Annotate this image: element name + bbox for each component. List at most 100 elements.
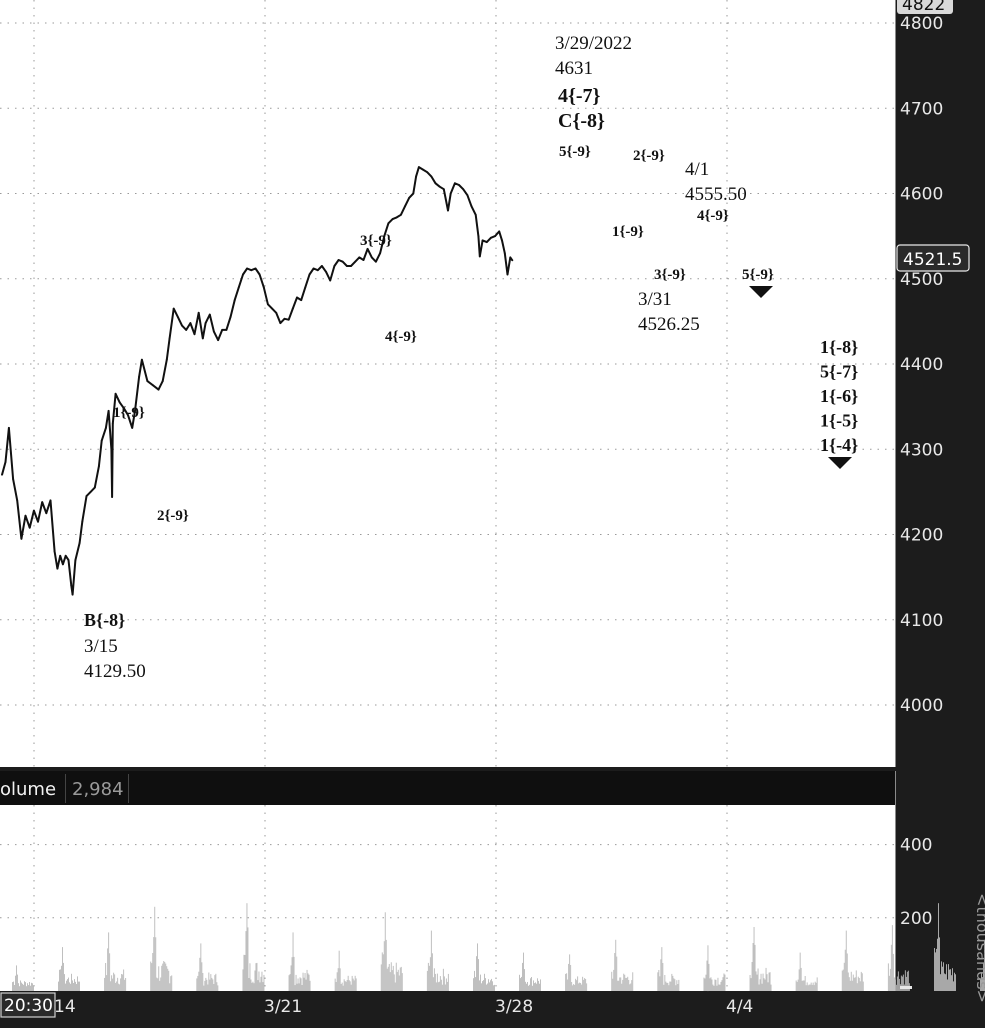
volume-bar-2-2 xyxy=(106,975,108,991)
volume-bar-1-10 xyxy=(68,977,69,991)
annotation-3-line-0: 2{-9} xyxy=(633,148,665,164)
annotation-3: 2{-9} xyxy=(633,148,665,164)
volume-header-bar xyxy=(0,771,895,805)
volume-bar-2-17 xyxy=(121,974,123,991)
volume-bar-6-0 xyxy=(288,975,290,991)
volume-bar-5-17 xyxy=(259,982,261,991)
volume-bar-6-21 xyxy=(309,980,311,991)
volume-bar-2-12 xyxy=(116,981,118,991)
annotation-7: 3{-9} xyxy=(654,267,686,283)
volume-bar-7-17 xyxy=(351,975,353,991)
volume-bar-7-11 xyxy=(345,981,347,991)
volume-bar-19-9 xyxy=(896,976,898,991)
annotation-7-line-0: 3{-9} xyxy=(654,267,686,283)
price-point-16 xyxy=(62,563,64,566)
price-point-109 xyxy=(422,168,424,171)
volume-bar-1-13 xyxy=(71,973,72,991)
price-tick-label-4100: 4100 xyxy=(900,611,943,631)
volume-bar-19-18 xyxy=(905,976,907,991)
volume-bar-10-10 xyxy=(483,980,484,991)
price-point-10 xyxy=(41,501,44,503)
volume-header[interactable]: olume 2,984 xyxy=(0,774,129,803)
volume-bar-18-21 xyxy=(862,981,864,991)
price-point-83 xyxy=(316,269,319,272)
volume-bar-10-16 xyxy=(489,982,490,991)
volume-bar-4-9 xyxy=(205,977,207,991)
volume-bar-0-11 xyxy=(23,984,24,991)
volume-bar-15-2 xyxy=(705,974,707,991)
volume-bar-3-19 xyxy=(169,983,171,991)
price-point-57 xyxy=(208,313,211,316)
annotation-14: B{-8} xyxy=(84,610,125,630)
annotation-16: 1{-8} 5{-7} 1{-6} 1{-5} 1{-4} xyxy=(820,337,858,455)
volume-bar-3-20 xyxy=(170,976,172,991)
price-point-68 xyxy=(254,267,257,270)
volume-bar-15-10 xyxy=(713,985,715,991)
price-point-20 xyxy=(71,593,74,596)
volume-bar-2-5 xyxy=(109,953,111,991)
volume-bar-20-5 xyxy=(939,937,940,991)
volume-bar-4-21 xyxy=(217,985,219,991)
volume-bar-2-10 xyxy=(114,974,116,991)
price-point-122 xyxy=(474,213,477,216)
volume-bar-16-2 xyxy=(751,962,753,991)
price-point-73 xyxy=(275,311,278,314)
volume-bar-1-8 xyxy=(66,980,67,991)
volume-bar-14-20 xyxy=(677,984,679,991)
volume-bar-3-17 xyxy=(167,968,169,991)
volume-bar-12-19 xyxy=(584,978,586,991)
price-point-53 xyxy=(193,333,196,336)
annotation-6-line-0: 1{-9} xyxy=(612,224,644,240)
price-grid xyxy=(0,0,895,767)
volume-bar-9-6 xyxy=(432,977,434,991)
volume-bar-15-13 xyxy=(716,985,718,991)
volume-bar-0-20 xyxy=(32,983,33,991)
volume-bar-4-18 xyxy=(214,975,216,991)
volume-bar-11-20 xyxy=(539,983,540,991)
volume-bar-17-7 xyxy=(802,980,804,991)
annotation-1-line-0: 4{-7} xyxy=(558,85,601,107)
volume-bar-1-3 xyxy=(61,965,62,991)
volume-bar-3-10 xyxy=(160,977,162,991)
volume-bar-5-15 xyxy=(257,980,259,991)
volume-bar-11-21 xyxy=(540,979,541,991)
volume-bar-14-3 xyxy=(660,959,662,991)
volume-bar-7-7 xyxy=(341,982,343,991)
volume-bar-10-17 xyxy=(490,980,491,991)
volume-bar-18-6 xyxy=(847,972,849,991)
volume-bar-15-12 xyxy=(715,979,717,991)
volume-bar-21-2 xyxy=(982,977,983,991)
time-badge: 20:30 xyxy=(0,992,56,1018)
annotation-12: 1{-9} xyxy=(113,405,145,421)
annotation-12-line-0: 1{-9} xyxy=(113,405,145,421)
volume-bar-18-9 xyxy=(850,971,852,991)
volume-bar-8-0 xyxy=(380,964,382,991)
volume-bar-17-10 xyxy=(805,985,807,991)
price-point-62 xyxy=(229,316,232,318)
volume-bar-19-10 xyxy=(897,971,899,991)
volume-bar-8-18 xyxy=(398,975,400,991)
volume-bar-4-2 xyxy=(198,971,200,991)
volume-bar-6-19 xyxy=(307,973,309,991)
volume-bar-1-1 xyxy=(59,969,60,991)
volume-bar-3-0 xyxy=(150,961,152,991)
annotation-4-line-1: 4555.50 xyxy=(685,184,747,205)
volume-bar-5-20 xyxy=(262,982,264,991)
volume-bar-1-2 xyxy=(60,969,61,991)
volume-bar-3-4 xyxy=(154,906,156,991)
volume-bar-7-6 xyxy=(340,984,342,991)
volume-bar-8-2 xyxy=(382,954,384,991)
volume-bar-12-14 xyxy=(579,982,581,991)
volume-bar-9-16 xyxy=(442,968,444,991)
price-point-95 xyxy=(366,248,369,250)
annotation-8-line-0: 3/31 xyxy=(638,289,672,310)
down-triangle-marker-1 xyxy=(828,457,852,469)
volume-bar-0-6 xyxy=(18,983,19,991)
price-point-63 xyxy=(233,299,236,301)
volume-bar-10-4 xyxy=(477,943,478,991)
volume-bar-2-18 xyxy=(122,974,124,991)
price-point-94 xyxy=(362,259,365,261)
volume-bar-13-5 xyxy=(616,956,618,991)
volume-bar-4-20 xyxy=(216,982,218,991)
volume-bar-1-0 xyxy=(58,981,59,991)
